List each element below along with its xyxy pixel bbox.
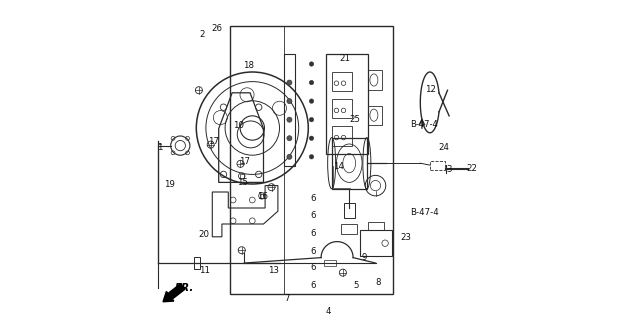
Circle shape [287, 154, 292, 159]
Circle shape [309, 80, 314, 85]
Text: 9: 9 [361, 253, 366, 262]
Text: 3: 3 [446, 165, 452, 174]
Text: 16: 16 [257, 192, 268, 201]
Bar [341, 224, 357, 234]
Bar [284, 54, 295, 166]
Text: 13: 13 [269, 266, 279, 275]
Bar [326, 54, 368, 154]
Text: 6: 6 [311, 263, 316, 272]
Text: 15: 15 [237, 178, 248, 187]
Text: 6: 6 [311, 212, 316, 220]
Text: 2: 2 [199, 30, 204, 39]
Bar [332, 126, 351, 146]
Circle shape [309, 136, 314, 140]
Bar [368, 222, 384, 230]
Text: 1: 1 [157, 143, 163, 152]
Bar [430, 161, 445, 170]
Text: 12: 12 [425, 85, 436, 94]
Bar [368, 106, 382, 125]
Circle shape [287, 99, 292, 104]
Bar [331, 138, 367, 189]
Text: 6: 6 [311, 247, 316, 256]
Bar [368, 70, 382, 90]
Bar [239, 174, 244, 178]
Bar [359, 230, 391, 256]
Text: 20: 20 [198, 230, 209, 239]
Bar [332, 99, 351, 118]
Text: 18: 18 [243, 61, 254, 70]
Text: 5: 5 [353, 281, 359, 290]
Circle shape [309, 155, 314, 159]
Text: 21: 21 [340, 54, 351, 63]
Text: 25: 25 [350, 116, 360, 124]
Circle shape [287, 117, 292, 122]
Text: 17: 17 [239, 157, 250, 166]
Text: 23: 23 [401, 233, 411, 242]
Text: 14: 14 [333, 162, 345, 171]
Text: FR.: FR. [174, 283, 194, 293]
Circle shape [287, 80, 292, 85]
Text: 10: 10 [233, 121, 244, 130]
Bar [260, 194, 264, 198]
Bar [325, 260, 336, 266]
Circle shape [309, 117, 314, 122]
Text: 6: 6 [311, 281, 316, 290]
Bar [332, 72, 351, 91]
Bar [343, 203, 355, 218]
Text: 17: 17 [209, 137, 219, 146]
Text: 8: 8 [376, 278, 381, 287]
Text: 6: 6 [311, 229, 316, 238]
Text: 24: 24 [438, 143, 449, 152]
FancyArrow shape [163, 284, 185, 302]
Text: 19: 19 [164, 180, 174, 189]
Bar [194, 257, 199, 269]
Circle shape [309, 99, 314, 103]
Text: 4: 4 [326, 308, 331, 316]
Text: B-47-4: B-47-4 [410, 120, 438, 129]
Circle shape [287, 136, 292, 141]
Circle shape [309, 62, 314, 66]
Text: 6: 6 [311, 194, 316, 203]
Text: 22: 22 [467, 164, 478, 173]
Text: 7: 7 [284, 294, 290, 303]
Text: B-47-4: B-47-4 [410, 208, 439, 217]
Text: 11: 11 [199, 266, 210, 275]
Text: 26: 26 [212, 24, 222, 33]
